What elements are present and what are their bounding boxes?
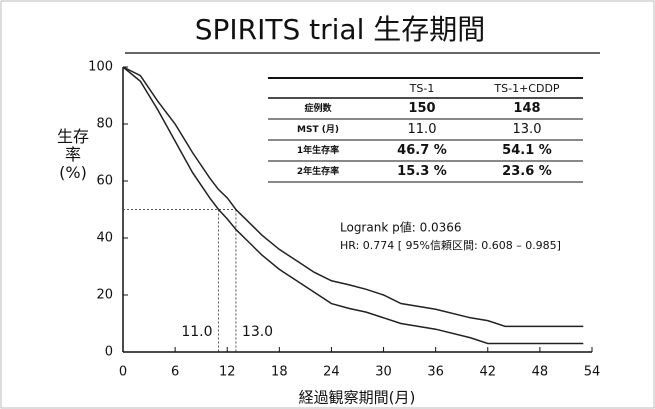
x-tick-label: 54	[584, 365, 601, 380]
survival-curve	[122, 66, 584, 328]
y-tick-label: 20	[96, 288, 113, 303]
x-tick-label: 48	[532, 365, 549, 380]
y-tick-label: 60	[96, 174, 113, 189]
x-tick-label: 30	[375, 365, 392, 380]
table-cell: 11.0	[408, 122, 437, 137]
table-cell: 148	[513, 101, 540, 116]
median-label: 11.0	[181, 324, 212, 340]
y-tick-label: 100	[88, 60, 113, 75]
table-row-label: 症例数	[304, 102, 332, 114]
x-tick-label: 0	[119, 365, 127, 380]
x-tick-label: 42	[480, 365, 497, 380]
y-tick-label: 80	[96, 117, 113, 132]
table-header: TS-1+CDDP	[493, 82, 560, 95]
survival-curve	[122, 66, 584, 345]
x-axis-label: 経過観察期間(月)	[299, 389, 416, 407]
table-row-label: 1年生存率	[297, 144, 339, 156]
table-row-label: MST (月)	[297, 124, 339, 135]
y-tick-label: 40	[96, 231, 113, 246]
chart-title: SPIRITS trial 生存期間	[195, 13, 486, 46]
annotation: Logrank p値: 0.0366	[340, 220, 462, 235]
table-cell: 54.1 %	[502, 143, 552, 158]
x-tick-label: 6	[171, 365, 179, 380]
table-cell: 23.6 %	[502, 164, 552, 179]
table-cell: 46.7 %	[397, 143, 447, 158]
table-cell: 150	[408, 101, 435, 116]
x-tick-label: 36	[427, 365, 444, 380]
table-cell: 15.3 %	[397, 164, 447, 179]
x-tick-label: 12	[219, 365, 236, 380]
annotation: HR: 0.774 [ 95%信頼区間: 0.608 – 0.985]	[340, 239, 561, 252]
table-header: TS-1	[409, 82, 435, 95]
x-tick-label: 24	[323, 365, 340, 380]
table-cell: 13.0	[513, 122, 542, 137]
y-tick-label: 0	[105, 345, 113, 360]
median-label: 13.0	[242, 324, 273, 340]
x-tick-label: 18	[271, 365, 288, 380]
table-row-label: 2年生存率	[297, 165, 339, 177]
y-axis-label: 生存率(%)	[56, 127, 89, 182]
